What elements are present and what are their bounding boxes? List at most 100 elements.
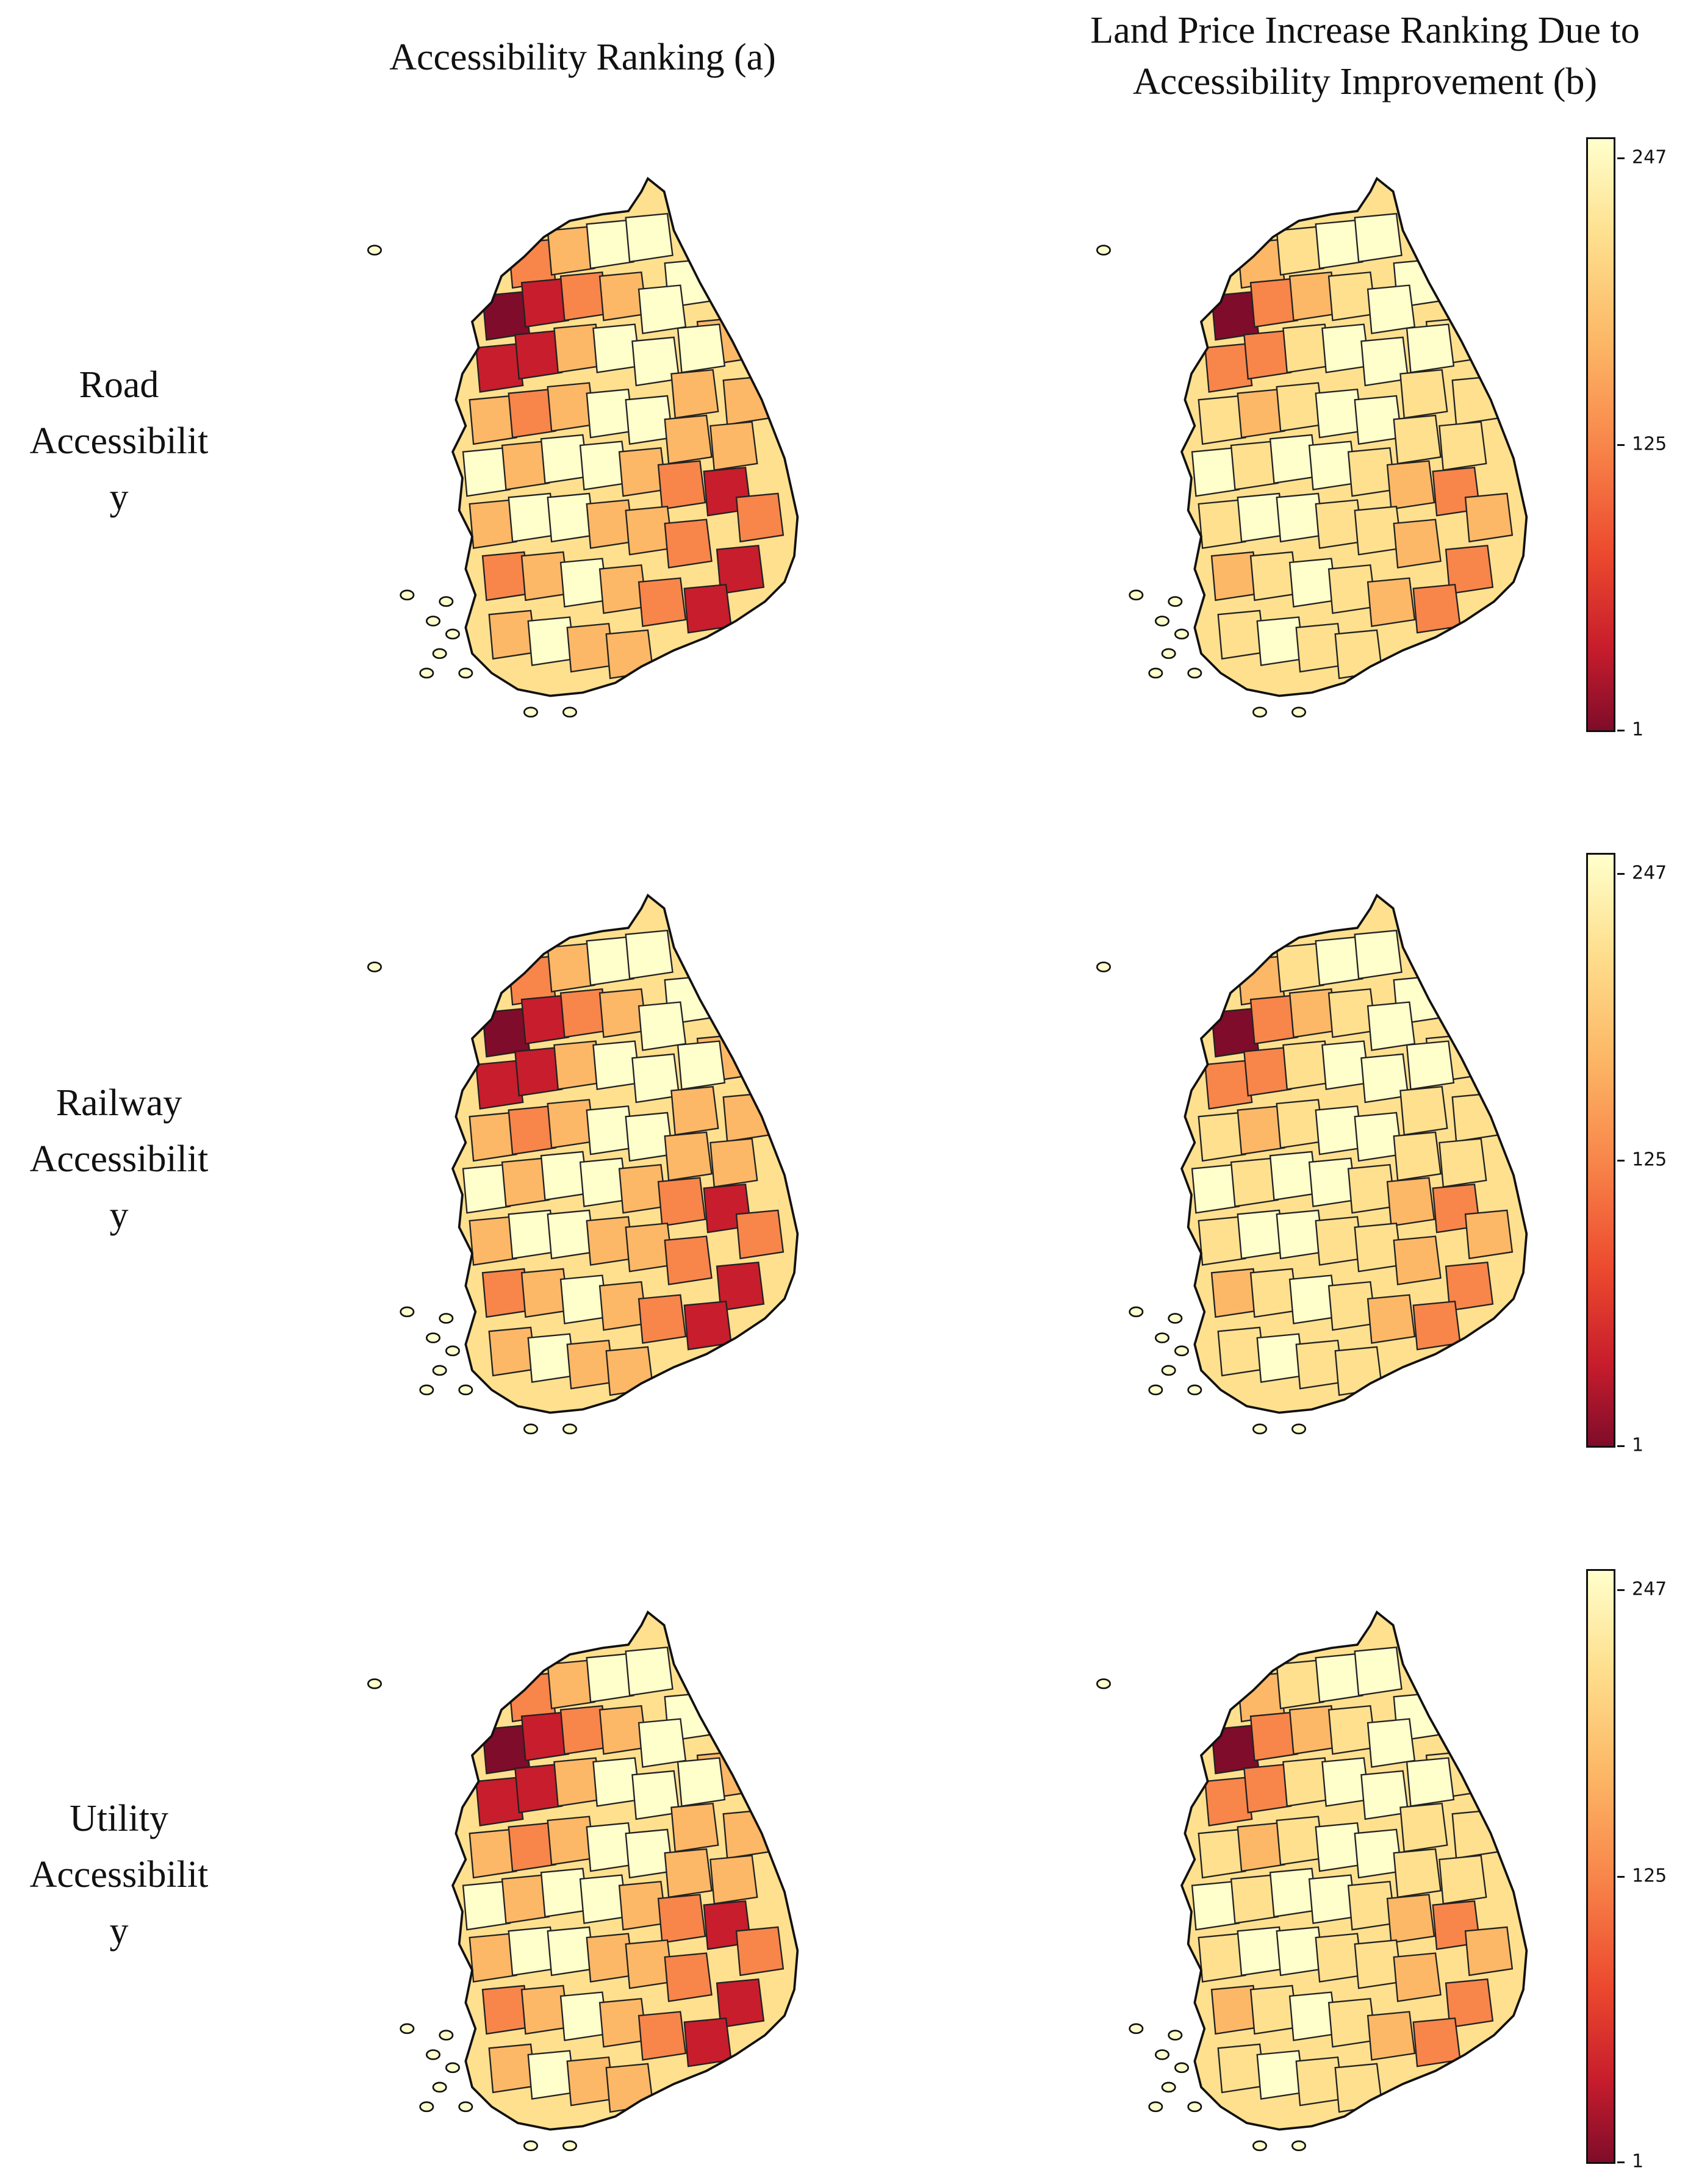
island bbox=[1291, 1423, 1306, 1435]
district-region bbox=[1439, 1138, 1487, 1188]
district-region bbox=[1354, 929, 1403, 980]
island bbox=[1187, 1384, 1202, 1396]
district-region bbox=[1334, 629, 1383, 680]
island bbox=[1161, 2082, 1176, 2093]
district-region bbox=[1412, 583, 1461, 634]
colorbar-utility-max: 247 bbox=[1632, 1578, 1667, 1600]
island bbox=[458, 1384, 473, 1396]
district-region bbox=[657, 1894, 706, 1944]
district-region bbox=[677, 1040, 726, 1090]
district-region bbox=[1386, 1177, 1435, 1227]
district-region bbox=[1445, 1978, 1494, 2028]
map-railway-land-price-ranking bbox=[1065, 857, 1650, 1467]
district-region bbox=[1406, 323, 1455, 373]
row-label-railway-line2: Accessibilit bbox=[29, 1138, 209, 1180]
row-label-utility-line3: y bbox=[109, 1910, 129, 1952]
district-region bbox=[677, 1757, 726, 1807]
island bbox=[1129, 2023, 1144, 2035]
island bbox=[1161, 1365, 1176, 1376]
island bbox=[1155, 616, 1169, 627]
map-road-accessibility-ranking bbox=[336, 140, 921, 750]
district-region bbox=[638, 284, 687, 334]
island bbox=[523, 1423, 538, 1435]
district-region bbox=[475, 1776, 524, 1827]
island bbox=[367, 961, 382, 972]
row-label-railway-line3: y bbox=[109, 1194, 129, 1236]
district-region bbox=[475, 343, 524, 393]
district-region bbox=[1439, 421, 1487, 471]
district-region bbox=[1334, 2063, 1383, 2113]
district-region bbox=[1393, 1235, 1442, 1285]
island bbox=[1291, 706, 1306, 718]
row-label-utility-name: Utility bbox=[70, 1798, 168, 1839]
island bbox=[562, 706, 577, 718]
district-region bbox=[605, 1346, 654, 1396]
district-region bbox=[709, 421, 758, 471]
island bbox=[400, 1306, 415, 1318]
column-title-b-line1: Land Price Increase Ranking Due to bbox=[1090, 10, 1640, 51]
island bbox=[1096, 961, 1111, 972]
district-region bbox=[670, 1802, 719, 1853]
district-region bbox=[1406, 1757, 1455, 1807]
island bbox=[1187, 667, 1202, 679]
island bbox=[1129, 589, 1144, 601]
district-region bbox=[1393, 1848, 1442, 1898]
district-region bbox=[1204, 1060, 1253, 1110]
district-region bbox=[1445, 544, 1494, 595]
colorbar-road-mid: 125 bbox=[1632, 433, 1667, 455]
row-label-road-name: Road bbox=[79, 364, 159, 406]
district-region bbox=[625, 929, 673, 980]
district-region bbox=[638, 1001, 687, 1051]
district-region bbox=[683, 583, 732, 634]
district-region bbox=[677, 323, 726, 373]
colorbar-railway: 247 125 1 bbox=[1586, 853, 1667, 1456]
island bbox=[426, 616, 440, 627]
district-region bbox=[709, 1138, 758, 1188]
district-region bbox=[683, 2017, 732, 2067]
district-region bbox=[605, 629, 654, 680]
island bbox=[419, 667, 434, 679]
island bbox=[1148, 2101, 1163, 2113]
district-region bbox=[1393, 414, 1442, 465]
island bbox=[426, 1332, 440, 1343]
district-region bbox=[1367, 2011, 1416, 2061]
district-region bbox=[1354, 1646, 1403, 1697]
district-region bbox=[735, 1209, 785, 1260]
island bbox=[367, 245, 382, 256]
district-region bbox=[716, 1261, 765, 1312]
row-label-utility-line2: Accessibilit bbox=[29, 1854, 209, 1895]
district-region bbox=[664, 414, 713, 465]
district-region bbox=[1399, 1085, 1448, 1136]
island bbox=[1148, 667, 1163, 679]
colorbar-railway-mid: 125 bbox=[1632, 1149, 1667, 1171]
district-region bbox=[605, 2063, 654, 2113]
island bbox=[367, 1678, 382, 1689]
island bbox=[1096, 1678, 1111, 1689]
map-utility-accessibility-ranking bbox=[336, 1574, 921, 2184]
district-region bbox=[1367, 284, 1416, 334]
district-region bbox=[1412, 1300, 1461, 1351]
district-region bbox=[1439, 1855, 1487, 1905]
island bbox=[439, 596, 454, 607]
island bbox=[1174, 1345, 1189, 1357]
island bbox=[1291, 2140, 1306, 2152]
island bbox=[419, 2101, 434, 2113]
district-region bbox=[735, 1926, 785, 1977]
district-region bbox=[1393, 1952, 1442, 2002]
district-region bbox=[638, 1718, 687, 1768]
colorbar-utility-min: 1 bbox=[1632, 2150, 1644, 2172]
island bbox=[562, 1423, 577, 1435]
island bbox=[432, 1365, 447, 1376]
district-region bbox=[664, 519, 713, 569]
district-region bbox=[670, 1085, 719, 1136]
colorbar-railway-min: 1 bbox=[1632, 1434, 1644, 1456]
island bbox=[1252, 1423, 1267, 1435]
district-region bbox=[1367, 1718, 1416, 1768]
island bbox=[1168, 2030, 1183, 2041]
island bbox=[419, 1384, 434, 1396]
island bbox=[523, 706, 538, 718]
column-title-a: Accessibility Ranking (a) bbox=[389, 37, 776, 78]
map-utility-land-price-ranking bbox=[1065, 1574, 1650, 2184]
island bbox=[1155, 1332, 1169, 1343]
island bbox=[439, 2030, 454, 2041]
